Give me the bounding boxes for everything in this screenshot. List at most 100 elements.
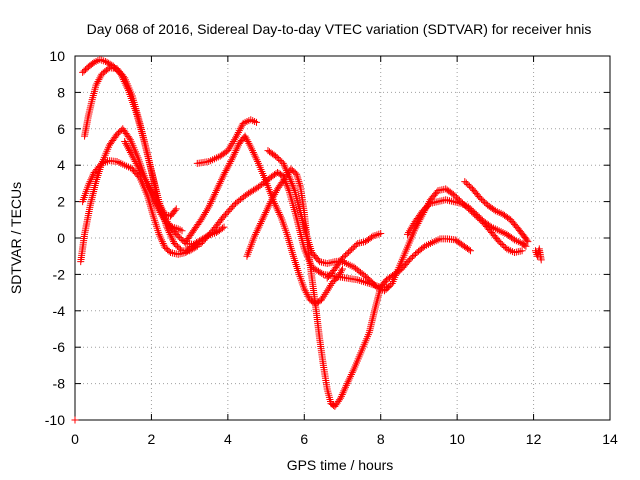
data-point <box>162 216 170 224</box>
data-point <box>141 176 149 184</box>
data-point <box>233 145 241 153</box>
data-point <box>322 289 330 297</box>
y-tick-label: 4 <box>57 157 65 173</box>
data-point <box>261 210 269 218</box>
data-point <box>339 265 346 273</box>
data-point <box>294 176 302 184</box>
data-point <box>155 201 163 209</box>
data-point <box>263 205 271 213</box>
data-point <box>337 394 345 402</box>
data-point <box>173 242 181 250</box>
data-point <box>285 172 293 180</box>
data-point <box>122 139 130 147</box>
data-point <box>474 212 482 220</box>
data-point <box>385 282 393 290</box>
data-point <box>210 192 218 200</box>
data-point <box>223 165 231 173</box>
data-point <box>272 152 280 160</box>
data-point <box>346 374 354 382</box>
data-point <box>500 242 508 250</box>
x-tick-label: 4 <box>224 431 232 447</box>
data-point <box>266 199 274 207</box>
x-axis-label: GPS time / hours <box>287 457 394 473</box>
data-point <box>293 172 301 180</box>
data-point <box>256 221 264 229</box>
data-point <box>172 205 180 213</box>
data-point <box>250 150 258 158</box>
data-point <box>345 376 353 384</box>
y-tick-label: 10 <box>49 48 65 64</box>
data-point <box>159 210 167 218</box>
data-point <box>160 212 168 220</box>
data-point <box>477 215 485 223</box>
data-point <box>126 148 134 156</box>
data-point <box>276 210 284 218</box>
data-point <box>409 221 417 229</box>
data-point <box>257 218 265 226</box>
data-point <box>321 290 329 298</box>
data-point <box>276 156 284 164</box>
data-point <box>269 194 277 202</box>
data-point <box>241 132 249 140</box>
axis-ticks <box>74 55 611 421</box>
data-point <box>227 158 235 166</box>
x-tick-label: 14 <box>602 431 618 447</box>
data-point <box>172 241 180 249</box>
data-point <box>476 194 484 202</box>
data-point <box>318 269 326 277</box>
series-arc-6 <box>182 132 346 308</box>
data-point <box>219 224 227 232</box>
data-point <box>341 385 349 393</box>
y-tick-label: -8 <box>53 376 66 392</box>
data-point <box>382 285 390 293</box>
data-point <box>495 238 503 246</box>
data-point <box>151 194 159 202</box>
x-tick-label: 6 <box>300 431 308 447</box>
data-point <box>254 158 262 166</box>
data-point <box>264 203 272 211</box>
data-point <box>498 241 506 249</box>
data-point <box>145 181 153 189</box>
data-point <box>405 229 413 237</box>
y-tick-label: 8 <box>57 84 65 100</box>
data-point <box>405 256 413 264</box>
data-point <box>252 229 260 237</box>
data-point <box>227 141 235 149</box>
data-point <box>247 143 255 151</box>
data-point <box>280 161 288 169</box>
data-point <box>272 203 280 211</box>
data-point <box>465 246 473 254</box>
series-arc-10 <box>264 147 346 267</box>
series-arc-9 <box>243 165 475 410</box>
y-tick-label: 6 <box>57 121 65 137</box>
data-point <box>204 231 212 239</box>
data-point <box>275 169 283 177</box>
series-arc-11 <box>323 229 385 282</box>
data-point <box>149 190 157 198</box>
data-point <box>236 125 244 133</box>
data-point <box>478 195 486 203</box>
data-point <box>157 207 165 215</box>
series-arc-13 <box>403 196 530 250</box>
data-point <box>223 209 231 217</box>
x-tick-label: 12 <box>526 431 542 447</box>
data-point <box>523 236 531 244</box>
series-arc-15 <box>531 245 545 264</box>
data-point <box>408 223 416 231</box>
data-point <box>349 367 357 375</box>
data-point <box>286 174 294 182</box>
data-point <box>127 150 135 158</box>
data-point <box>338 391 346 399</box>
data-point <box>346 247 354 255</box>
data-point <box>157 234 165 242</box>
data-point <box>406 227 414 235</box>
data-point <box>132 159 140 167</box>
data-point <box>338 267 346 275</box>
data-point <box>358 277 366 285</box>
data-point <box>226 206 234 214</box>
x-tick-label: 10 <box>449 431 465 447</box>
data-points <box>71 56 545 424</box>
data-point <box>286 176 294 184</box>
data-point <box>233 130 241 138</box>
data-point <box>465 203 473 211</box>
